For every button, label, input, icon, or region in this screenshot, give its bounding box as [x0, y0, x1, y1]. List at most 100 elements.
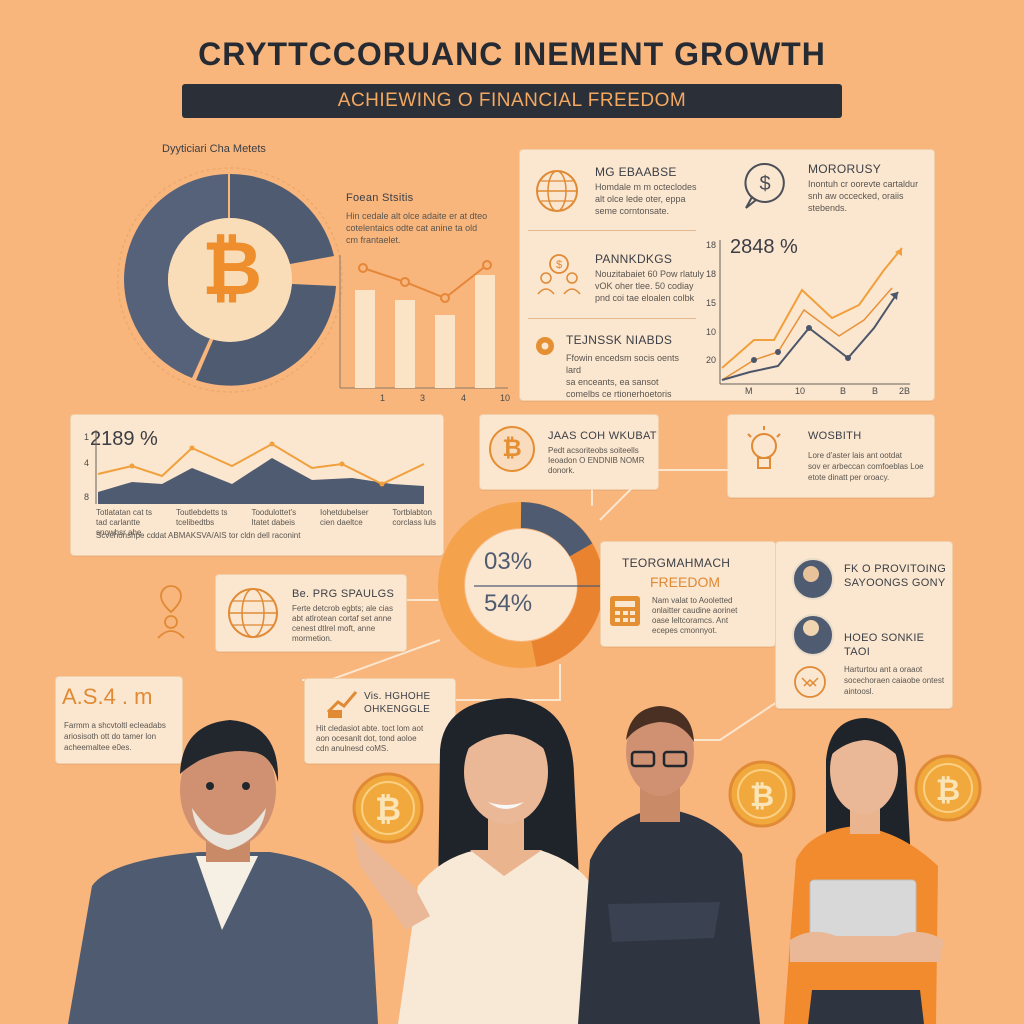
center-donut-chart: [438, 502, 608, 668]
dollar-chat-icon: $: [744, 162, 785, 209]
donut-value-bottom: 54%: [484, 590, 533, 617]
person-man-glasses: [578, 706, 760, 1024]
item-heading: PANNKDKGS: [595, 252, 673, 266]
freedom-text: Nam valat to Aooletted onlaitter caudine…: [652, 596, 770, 636]
svg-text:$: $: [759, 173, 770, 195]
stats-text-line: Hin cedale alt olce adaite er at dteo: [346, 211, 488, 221]
text-line: oase leltcoramcs. Ant: [652, 616, 729, 625]
freedom-heading-2: FREEDOM: [650, 574, 720, 590]
area-label-line: snowhsr ahe: [96, 528, 142, 537]
item-text: Inontuh cr oorevte cartaldur snh aw occe…: [808, 178, 928, 214]
item-text-line: Inontuh cr oorevte cartaldur: [808, 179, 919, 189]
stat-text: Farmm a shcvtoltl ecleadabs ariosisoth o…: [64, 720, 180, 753]
area-label-line: Totlatatan cat ts: [96, 508, 153, 517]
right-item-text: Harturtou ant a oraaot socechoraen caiao…: [844, 664, 948, 697]
text-line: acheemaltee e0es.: [64, 743, 132, 752]
item-text-line: sa enceants, ea sansot: [566, 377, 659, 387]
top-left-label: Dyyticiari Cha Metets: [162, 143, 266, 155]
item-text: Nouzitabaiet 60 Pow rlatuly vOK oher tle…: [595, 268, 705, 304]
bitcoin-donut: [117, 167, 343, 393]
heading-line: TAOI: [844, 646, 871, 658]
area-label: Totlatatan cat ts tad carlantte snowhsr …: [96, 508, 152, 538]
x-tick: B: [872, 386, 879, 396]
right-item-heading: HOEO SONKIE TAOI: [844, 631, 924, 659]
globe-icon: [536, 170, 578, 212]
money-group-icon: $: [537, 254, 581, 295]
area-footer: Scvehonshpe cddat ABMAKSVA/AIS tor cldn …: [96, 531, 301, 540]
text-line: Lore d'aster lais ant ootdat: [808, 451, 903, 460]
item-text-line: alt olce lede oter, eppa: [595, 194, 686, 204]
text-line: Ieoadon O ENDNIB NOMR: [548, 456, 645, 465]
text-line: cenest dtlrel moft, anne: [292, 624, 376, 633]
text-line: aintoosl.: [844, 687, 874, 696]
text-line: cdn anulnesd coMS.: [316, 744, 389, 753]
bar-tick: 1: [380, 393, 386, 403]
bitcoin-coin: ₿: [728, 760, 796, 828]
stat-card: [55, 676, 183, 764]
stats-heading: Foean Stsitis: [346, 192, 414, 204]
bar: [435, 315, 455, 388]
svg-text:$: $: [556, 259, 562, 271]
globe-card-heading: Be. PRG SPAULGS: [292, 588, 395, 600]
area-percent: 2189 %: [90, 428, 158, 450]
item-text: Ffowin encedsm socis oents lard sa encea…: [566, 352, 696, 400]
text-line: donork.: [548, 466, 575, 475]
text-line: socechoraen caiaobe ontest: [844, 676, 945, 685]
idea-card-text: Lore d'aster lais ant ootdat sov er arbe…: [808, 450, 930, 483]
area-label: Toutlebdetts ts tcelibedtbs: [176, 508, 228, 538]
heading-line: HOEO SONKIE: [844, 632, 925, 644]
y-tick: 8: [84, 492, 90, 502]
y-tick: 18: [706, 269, 717, 279]
text-line: etote dinatt per oroacy.: [808, 473, 890, 482]
bitcoin-card-text: Pedt acsoriteobs soiteells Ieoadon O END…: [548, 446, 658, 476]
area-label-line: Itatet dabeis: [251, 518, 296, 527]
area-chart: [95, 430, 425, 504]
item-text-line: Ffowin encedsm socis oents lard: [566, 353, 680, 375]
calculator-icon: [610, 596, 640, 626]
handshake-icon: [794, 666, 826, 698]
area-label: Toodulottet's Itatet dabeis: [251, 508, 296, 538]
stats-text: Hin cedale alt olce adaite er at dteo co…: [346, 210, 496, 246]
subtitle-banner: ACHIEWING O FINANCIAL FREEDOM: [182, 84, 842, 118]
item-text-line: stebends.: [808, 203, 848, 213]
text-line: sov er arbeccan comfoeblas Loe: [808, 462, 924, 471]
bar: [395, 300, 415, 388]
bitcoin-card-heading: JAAS COH WKUBAT: [548, 430, 657, 442]
item-text-line: seme corntonsate.: [595, 206, 670, 216]
item-text-line: comelbs ce rtionerhoetoris: [566, 389, 672, 399]
y-tick: 10: [706, 327, 717, 337]
y-tick: 4: [84, 458, 90, 468]
growth-line-chart: [719, 240, 910, 385]
text-line: Harturtou ant a oraaot: [844, 665, 923, 674]
area-label: Tortblabton corclass luls: [392, 508, 436, 538]
svg-text:₿: ₿: [375, 791, 401, 827]
text-line: Ferte detcrob egbts; ale cias: [292, 604, 393, 613]
item-text-line: Homdale m m octeclodes: [595, 182, 697, 192]
stats-text-line: cotelentaics odte cat anine ta old: [346, 223, 478, 233]
area-label-line: Toodulottet's: [251, 508, 297, 517]
exchange-text: Hit cledasiot abte. toct lom aot aon oce…: [316, 724, 452, 754]
globe-card: [215, 574, 407, 652]
bar-tick: 3: [420, 393, 426, 403]
idea-card: [727, 414, 935, 498]
heading-line: SAYOONGS GONY: [844, 577, 946, 589]
bar-tick: 4: [461, 393, 467, 403]
text-line: Pedt acsoriteobs soiteells: [548, 446, 639, 455]
bitcoin-icon: ₿: [201, 226, 263, 310]
stats-text-line: cm frantaelet.: [346, 235, 401, 245]
page-title: CRYTTCCORUANC INEMENT GROWTH: [198, 36, 826, 72]
item-text: Homdale m m octeclodes alt olce lede ote…: [595, 181, 705, 217]
bitcoin-coin-right: ₿: [914, 754, 982, 822]
person-location-icon: [157, 585, 185, 639]
text-line: ariosisoth ott do tamer lon: [64, 732, 157, 741]
bitcoin-coin-held: ₿: [352, 772, 424, 844]
item-heading: MORORUSY: [808, 162, 882, 176]
idea-card-heading: WOSBITH: [808, 430, 862, 442]
divider: [528, 230, 696, 231]
text-line: onlaitter caudine aorinet: [652, 606, 738, 615]
area-label-line: Toutlebdetts ts: [175, 508, 228, 517]
person-face: [803, 620, 819, 636]
text-line: abt atlrotean cortaf set anne: [292, 614, 392, 623]
x-tick: M: [745, 386, 753, 396]
people-illustration: ₿ ₿ ₿: [68, 698, 982, 1024]
